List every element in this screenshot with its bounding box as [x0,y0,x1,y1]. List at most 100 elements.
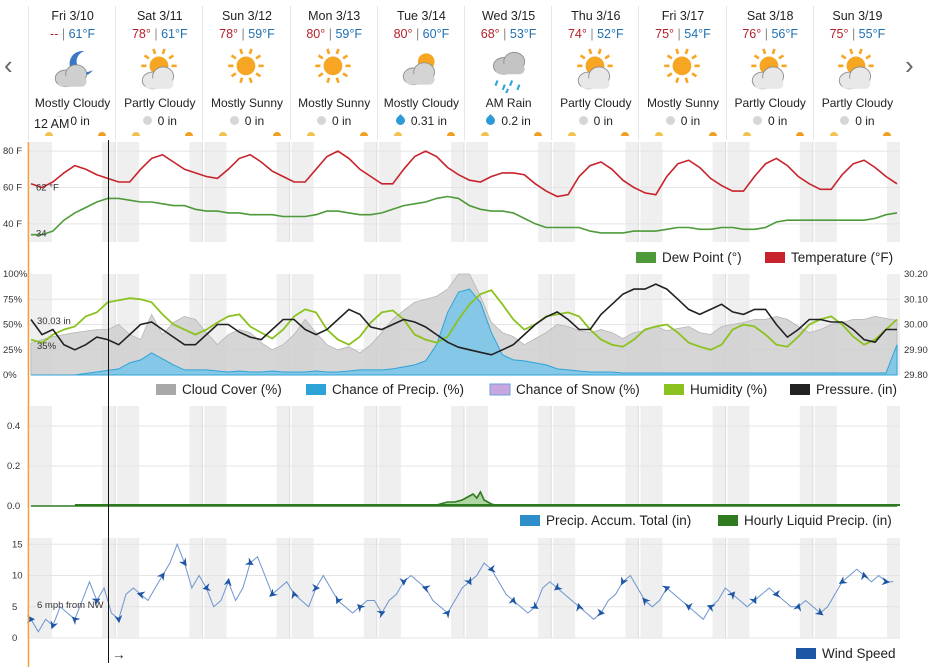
moon-icon [840,116,850,125]
day-column[interactable]: Wed 3/15 68° | 53°F AM Rain 0.2 in [464,6,552,140]
night-band [887,406,900,506]
night-band [276,538,290,638]
night-band [640,406,663,506]
moon-icon [665,116,675,125]
moonset-icon [829,132,838,136]
day-column[interactable]: Fri 3/17 75° | 54°F Mostly Sunny 0 in [638,6,726,140]
night-band [625,142,639,242]
dew-point-line [31,195,898,236]
precip-amount: 0 in [244,114,265,128]
sunny-icon [228,48,264,84]
chevron-left-icon[interactable]: ‹ [4,50,13,80]
day-precip: 0.2 in [465,114,552,128]
wind-direction-arrow [421,585,431,594]
sun-moon-indicators [116,132,203,138]
night-band [814,406,837,506]
high-temp: 78° [131,27,151,41]
day-date: Sat 3/18 [746,9,794,23]
wind-direction-arrow [399,577,408,586]
sunset-icon [795,132,804,136]
day-precip: 0 in [116,114,203,128]
night-band [117,142,140,242]
wind-direction-arrow [726,591,736,600]
low-temp: 59°F [335,27,363,41]
day-date: Tue 3/14 [396,9,446,23]
y-tick-label-left: 25% [3,345,23,356]
day-date: Fri 3/10 [51,9,94,23]
day-column[interactable]: Sun 3/19 75° | 55°F Partly Cloudy 0 in [812,6,901,140]
day-condition: Mostly Cloudy [34,96,111,110]
legend-label: Cloud Cover (%) [182,382,282,397]
sunny-icon [664,48,700,84]
night-band [378,538,401,638]
precip-amount: 0.31 in [410,114,447,128]
y-tick-label-left: 0% [3,370,17,381]
chevron-right-icon[interactable]: › [905,50,914,80]
night-band [538,406,552,506]
night-band [799,406,813,506]
day-date: Fri 3/17 [661,9,705,23]
night-band [276,142,290,242]
precip-amount: 0 in [680,114,701,128]
legend-swatch [664,384,684,395]
daily-forecast-strip: Fri 3/10 -- | 61°F Mostly Cloudy 0 in Sat 3/… [28,6,900,140]
day-column[interactable]: Mon 3/13 80° | 59°F Mostly Sunny 0 in [289,6,378,140]
day-column[interactable]: Sat 3/18 76° | 56°F Partly Cloudy 0 in [725,6,814,140]
y-tick-label-left: 100% [3,269,28,280]
low-temp: 53°F [509,27,537,41]
sun-moon-indicators [29,132,116,138]
day-date: Sun 3/12 [221,9,272,23]
timeline-arrow-icon[interactable]: → [112,647,126,662]
day-condition: AM Rain [485,96,532,110]
day-column[interactable]: Sat 3/11 78° | 61°F Partly Cloudy 0 in [115,6,203,140]
wind-direction-arrow [71,616,81,625]
night-band [189,406,203,506]
day-column[interactable]: Thu 3/16 74° | 52°F Partly Cloudy 0 in [551,6,639,140]
moonset-icon [306,132,315,136]
night-band [640,538,663,638]
y-tick-label: 0.0 [7,501,20,512]
day-precip: 0 in [727,114,814,128]
y-tick-label-right: 30.20 [904,269,928,280]
wind-direction-arrow [621,576,629,586]
high-temp: 75° [655,27,675,41]
wind-direction-arrow [838,576,848,584]
day-column[interactable]: Sun 3/12 78° | 59°F Mostly Sunny 0 in [202,6,290,140]
day-column[interactable]: Fri 3/10 -- | 61°F Mostly Cloudy 0 in [28,6,116,140]
wind-direction-arrow [684,602,693,611]
wind-direction-arrow [50,620,59,630]
chance-precip-area [31,288,898,376]
sunset-icon [621,132,630,136]
sunset-icon [534,132,543,136]
wind-direction-arrow [202,583,212,592]
moon-icon [317,116,326,125]
night-band [30,142,52,242]
legend-swatch [306,384,326,395]
wind-direction-arrow [487,564,496,573]
humidity-line [30,289,898,351]
precip-amount: 0 in [157,114,177,128]
night-band [799,142,813,242]
pressure-line [30,283,897,356]
night-band [189,142,203,242]
night-band [204,406,227,506]
moon-icon [229,116,239,125]
sun-moon-indicators [465,132,552,138]
sunny-icon [315,48,351,84]
day-column[interactable]: Tue 3/14 80° | 60°F Mostly Cloudy 0.31 in [376,6,465,140]
sun-moon-indicators [727,132,814,138]
night-band [466,142,488,242]
night-band [727,538,750,638]
wind-direction-arrow [814,607,824,616]
y-tick-label: 40 F [3,219,22,230]
night-band [625,538,639,638]
night-band [640,142,663,242]
dew-point-current-label: 34 [36,229,47,240]
day-condition: Partly Cloudy [560,96,632,110]
night-band [204,142,227,242]
moonset-icon [742,132,751,136]
legend-swatch [636,252,656,263]
y-tick-label: 0 [12,633,17,644]
day-condition: Mostly Sunny [298,96,371,110]
